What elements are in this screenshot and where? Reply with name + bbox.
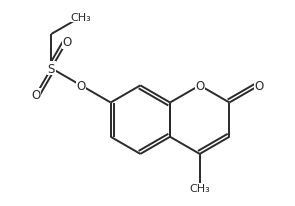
Text: O: O xyxy=(31,89,40,102)
Text: CH₃: CH₃ xyxy=(189,183,210,193)
Text: O: O xyxy=(76,80,86,92)
Text: S: S xyxy=(48,62,55,75)
Text: O: O xyxy=(255,80,264,92)
Text: CH₃: CH₃ xyxy=(71,13,91,23)
Text: O: O xyxy=(62,36,71,49)
Text: O: O xyxy=(195,80,204,92)
